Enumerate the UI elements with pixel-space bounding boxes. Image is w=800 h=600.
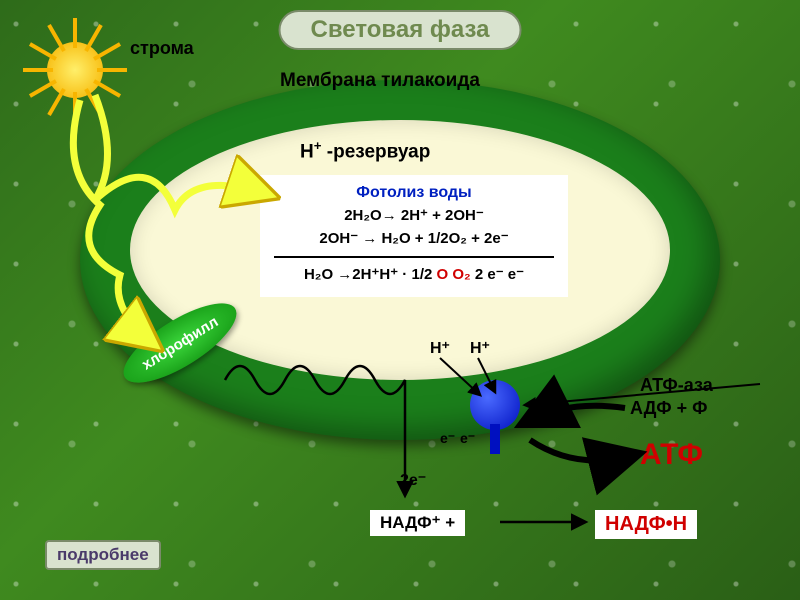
atp-label: АТФ (640, 438, 703, 472)
e-minus-1: e⁻ (440, 430, 455, 447)
stroma-label: строма (130, 38, 194, 59)
atp-synthase-icon (470, 380, 520, 450)
nadp-box: НАДФ⁺ + (370, 510, 465, 536)
h-plus-2: H⁺ (470, 338, 490, 358)
photolysis-line1: 2H₂O→ 2H⁺ + 2OH⁻ (264, 205, 564, 228)
e-minus-2: e⁻ (460, 430, 475, 447)
atpase-label: АТФ-аза (640, 375, 713, 396)
h-plus-1: H⁺ (430, 338, 450, 358)
adp-label: АДФ + Ф (630, 398, 708, 419)
photolysis-box: Фотолиз воды 2H₂O→ 2H⁺ + 2OH⁻ 2OH⁻ → H₂O… (260, 175, 568, 297)
membrane-label: Мембрана тилакоида (280, 70, 480, 92)
sun-icon (25, 20, 125, 120)
diagram-stage: Световая фаза строма Мембрана тилакоида … (0, 0, 800, 600)
phase-title: Световая фаза (279, 10, 522, 50)
more-button[interactable]: подробнее (45, 540, 161, 570)
reservoir-label: H+ -резервуар (300, 138, 430, 163)
photolysis-line2: 2OH⁻ → H₂O + 1/2O₂ + 2e⁻ (264, 228, 564, 251)
photolysis-sum: H₂O →2H⁺H⁺ · 1/2 O O₂ 2 e⁻ e⁻ (264, 264, 564, 287)
two-e-label: 2e⁻ (400, 470, 426, 490)
photolysis-title: Фотолиз воды (264, 181, 564, 205)
nadph-box: НАДФ•Н (595, 510, 697, 539)
